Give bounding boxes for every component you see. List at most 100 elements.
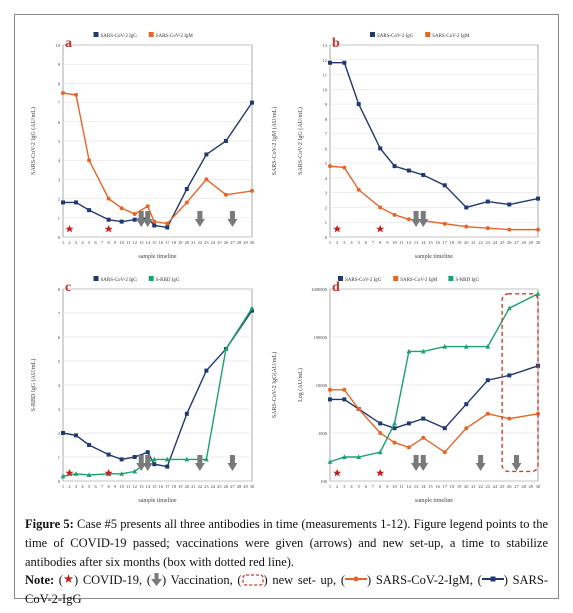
svg-text:8: 8 xyxy=(107,484,110,489)
svg-text:9: 9 xyxy=(114,484,117,489)
svg-text:9: 9 xyxy=(58,62,61,67)
svg-text:4: 4 xyxy=(81,240,84,245)
svg-text:SARS-CoV-2 IgG (AU/mL): SARS-CoV-2 IgG (AU/mL) xyxy=(30,107,37,175)
svg-text:18: 18 xyxy=(450,240,455,245)
svg-text:6: 6 xyxy=(365,484,368,489)
svg-text:24: 24 xyxy=(493,484,498,489)
svg-text:sample timeline: sample timeline xyxy=(415,254,453,260)
svg-text:7: 7 xyxy=(58,101,61,106)
svg-text:2: 2 xyxy=(336,484,338,489)
svg-text:25: 25 xyxy=(217,484,222,489)
svg-text:7: 7 xyxy=(101,484,104,489)
svg-text:10: 10 xyxy=(392,484,397,489)
svg-text:100000: 100000 xyxy=(314,335,328,340)
svg-text:4: 4 xyxy=(350,484,353,489)
svg-text:6: 6 xyxy=(365,240,368,245)
svg-text:S-RBD IgG (AU/mL): S-RBD IgG (AU/mL) xyxy=(30,359,37,412)
svg-text:27: 27 xyxy=(514,240,519,245)
svg-text:3: 3 xyxy=(58,177,61,182)
svg-text:5: 5 xyxy=(58,359,61,364)
svg-text:11: 11 xyxy=(400,484,404,489)
svg-text:19: 19 xyxy=(457,484,462,489)
svg-text:18: 18 xyxy=(450,484,455,489)
covid-star-icon xyxy=(63,573,74,587)
svg-text:29: 29 xyxy=(529,484,534,489)
svg-text:28: 28 xyxy=(521,484,526,489)
svg-text:sample timeline: sample timeline xyxy=(415,498,453,504)
svg-text:20: 20 xyxy=(464,240,469,245)
svg-text:SARS-CoV-2 IgM: SARS-CoV-2 IgM xyxy=(432,34,470,39)
svg-text:28: 28 xyxy=(237,484,242,489)
svg-text:SARS-CoV-2 IgG (AU/mL): SARS-CoV-2 IgG (AU/mL) xyxy=(297,107,304,175)
figure-caption: Figure 5: Case #5 presents all three ant… xyxy=(25,515,548,609)
svg-text:c: c xyxy=(65,280,71,295)
chart-panel-d: dSARS-CoV-2 IgGSARS-CoV-2 IgMS-RBD IgG12… xyxy=(292,269,548,505)
svg-text:SARS-CoV-2 IgM: SARS-CoV-2 IgM xyxy=(156,34,194,39)
svg-text:SARS-CoV-2 IgG: SARS-CoV-2 IgG xyxy=(377,34,414,39)
svg-text:SARS-CoV-2 IgG: SARS-CoV-2 IgG xyxy=(101,278,138,283)
svg-text:10: 10 xyxy=(392,240,397,245)
setup-box-icon xyxy=(242,573,264,587)
svg-text:Log (AU/mL): Log (AU/mL) xyxy=(297,368,304,402)
svg-text:1: 1 xyxy=(58,216,60,221)
svg-text:19: 19 xyxy=(457,240,462,245)
svg-text:4: 4 xyxy=(58,158,61,163)
svg-text:19: 19 xyxy=(178,240,183,245)
svg-text:30: 30 xyxy=(536,240,541,245)
svg-text:13: 13 xyxy=(414,484,419,489)
svg-text:20: 20 xyxy=(185,240,190,245)
svg-text:17: 17 xyxy=(443,240,448,245)
svg-text:7: 7 xyxy=(58,311,61,316)
svg-text:1: 1 xyxy=(325,220,327,225)
svg-text:11: 11 xyxy=(126,240,130,245)
svg-text:2: 2 xyxy=(58,197,60,202)
svg-text:9: 9 xyxy=(386,484,389,489)
caption-main: Case #5 presents all three antibodies in… xyxy=(25,517,548,569)
svg-text:10: 10 xyxy=(323,87,328,92)
svg-text:SARS-CoV-2 IgG(AU/mL): SARS-CoV-2 IgG(AU/mL) xyxy=(271,352,278,418)
svg-text:23: 23 xyxy=(204,240,209,245)
svg-text:5: 5 xyxy=(88,484,91,489)
svg-text:6: 6 xyxy=(325,146,328,151)
svg-text:21: 21 xyxy=(191,484,196,489)
svg-text:29: 29 xyxy=(243,484,248,489)
svg-text:8: 8 xyxy=(379,484,382,489)
caption-note-label: Note: xyxy=(25,573,54,587)
svg-text:9: 9 xyxy=(386,240,389,245)
cap-c: ) new set- up, ( xyxy=(264,573,345,587)
svg-text:1000000: 1000000 xyxy=(311,287,328,292)
svg-text:24: 24 xyxy=(211,484,216,489)
svg-text:0: 0 xyxy=(58,235,61,240)
svg-text:28: 28 xyxy=(237,240,242,245)
svg-text:27: 27 xyxy=(230,484,235,489)
svg-text:14: 14 xyxy=(421,484,426,489)
svg-text:9: 9 xyxy=(114,240,117,245)
svg-text:24: 24 xyxy=(493,240,498,245)
igm-line-icon xyxy=(345,573,367,587)
svg-text:13: 13 xyxy=(139,484,144,489)
svg-text:15: 15 xyxy=(428,484,433,489)
svg-text:19: 19 xyxy=(178,484,183,489)
svg-text:15: 15 xyxy=(152,484,157,489)
cap-d: ) SARS-CoV-2-IgM, ( xyxy=(367,573,482,587)
svg-text:11: 11 xyxy=(400,240,404,245)
panel-grid: aSARS-CoV-2 IgGSARS-CoV-2 IgM12345678910… xyxy=(25,25,548,505)
svg-text:24: 24 xyxy=(211,240,216,245)
svg-text:20: 20 xyxy=(464,484,469,489)
svg-text:25: 25 xyxy=(500,484,505,489)
svg-text:27: 27 xyxy=(230,240,235,245)
svg-text:26: 26 xyxy=(224,484,229,489)
svg-text:6: 6 xyxy=(94,240,97,245)
figure-container: aSARS-CoV-2 IgGSARS-CoV-2 IgM12345678910… xyxy=(14,14,559,599)
svg-text:10: 10 xyxy=(119,240,124,245)
chart-panel-a: aSARS-CoV-2 IgGSARS-CoV-2 IgM12345678910… xyxy=(25,25,282,261)
svg-text:2: 2 xyxy=(68,240,70,245)
svg-text:sample timeline: sample timeline xyxy=(138,498,176,504)
svg-text:10: 10 xyxy=(56,43,61,48)
svg-text:5: 5 xyxy=(58,139,61,144)
svg-text:18: 18 xyxy=(172,484,177,489)
svg-text:3: 3 xyxy=(58,407,61,412)
svg-text:0: 0 xyxy=(58,479,61,484)
svg-text:20: 20 xyxy=(185,484,190,489)
svg-text:S-RBD IgG: S-RBD IgG xyxy=(156,278,180,283)
